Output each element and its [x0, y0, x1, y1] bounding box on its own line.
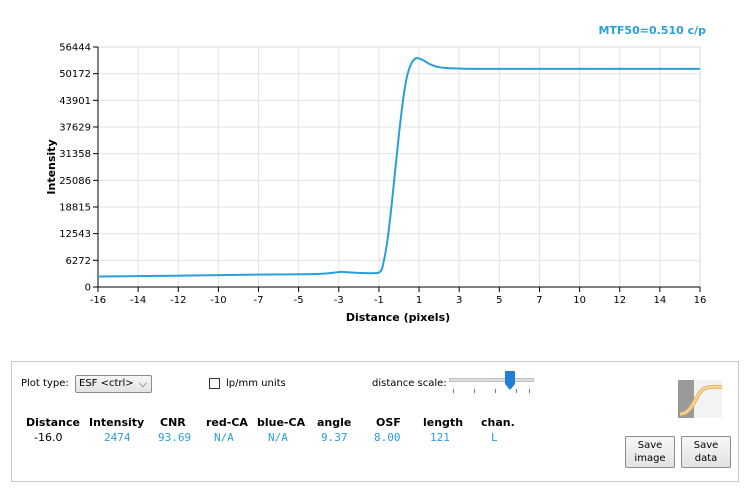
- value-osf: 8.00: [374, 431, 401, 444]
- value-blue-ca: N/A: [268, 431, 288, 444]
- y-tick-label: 6272: [66, 256, 91, 267]
- chart-grid: [97, 46, 701, 288]
- plot-type-select[interactable]: ESF <ctrl> ⌵: [75, 375, 152, 393]
- slider-tick: [453, 389, 454, 393]
- x-tick-label: 16: [694, 295, 707, 306]
- x-tick-label: -10: [210, 295, 226, 306]
- chevron-down-icon: ⌵: [138, 377, 147, 390]
- x-tick-label: -12: [170, 295, 186, 306]
- y-tick-label: 50172: [59, 69, 91, 80]
- header-red-ca: red-CA: [206, 416, 248, 429]
- value-angle: 9.37: [321, 431, 348, 444]
- y-axis-ticks: 0 6272 12543 18815 25086 31358 37629 43901 50172…: [59, 43, 99, 294]
- value-red-ca: N/A: [214, 431, 234, 444]
- x-tick-label: -3: [334, 295, 344, 306]
- lpmm-units-label: lp/mm units: [226, 378, 286, 389]
- save-data-label: Save data: [693, 440, 719, 464]
- x-tick-label: 1: [416, 295, 422, 306]
- header-length: length: [423, 416, 464, 429]
- y-tick-label: 18815: [59, 203, 91, 214]
- header-intensity: Intensity: [89, 416, 145, 429]
- y-tick-label: 37629: [59, 123, 91, 134]
- mtf50-readout: MTF50=0.510 c/p: [598, 24, 706, 37]
- y-tick-label: 12543: [59, 229, 91, 240]
- y-tick-label: 43901: [59, 96, 91, 107]
- esf-thumbnail-icon: [678, 380, 723, 418]
- control-panel: Plot type: ESF <ctrl> ⌵ lp/mm units dist…: [11, 361, 739, 482]
- x-tick-label: -1: [374, 295, 384, 306]
- plot-type-label: Plot type:: [21, 378, 69, 389]
- y-axis-label: Intensity: [45, 139, 58, 194]
- x-tick-label: 5: [496, 295, 502, 306]
- y-tick-label: 0: [85, 283, 91, 294]
- x-tick-label: 12: [613, 295, 626, 306]
- x-tick-label: -16: [90, 295, 106, 306]
- x-tick-label: 3: [456, 295, 462, 306]
- value-chan: L: [491, 431, 498, 444]
- save-data-button[interactable]: Save data: [681, 436, 731, 468]
- distance-scale-slider[interactable]: [449, 378, 534, 382]
- x-tick-label: 10: [573, 295, 586, 306]
- slider-tick: [474, 389, 475, 393]
- distance-scale-label: distance scale:: [372, 378, 447, 389]
- plot-type-value: ESF <ctrl>: [79, 378, 134, 389]
- x-tick-label: -5: [294, 295, 304, 306]
- esf-chart: 0 6272 12543 18815 25086 31358 37629 43901 50172…: [45, 43, 707, 325]
- x-tick-label: 14: [653, 295, 666, 306]
- header-chan: chan.: [481, 416, 515, 429]
- distance-scale-thumb[interactable]: [505, 371, 515, 390]
- value-intensity: 2474: [104, 431, 131, 444]
- save-image-button[interactable]: Save image: [625, 436, 675, 468]
- value-distance: -16.0: [34, 431, 63, 444]
- x-tick-label: 7: [536, 295, 542, 306]
- lpmm-units-checkbox[interactable]: [209, 378, 220, 389]
- header-blue-ca: blue-CA: [257, 416, 306, 429]
- y-tick-label: 25086: [59, 176, 91, 187]
- header-cnr: CNR: [160, 416, 186, 429]
- slider-tick: [529, 389, 530, 393]
- esf-series-line: [97, 57, 700, 278]
- slider-tick: [516, 389, 517, 393]
- y-tick-label: 31358: [59, 149, 91, 160]
- y-tick-label: 56444: [59, 43, 91, 54]
- value-length: 121: [430, 431, 450, 444]
- x-axis-label: Distance (pixels): [346, 311, 450, 324]
- plot-frame: [97, 46, 701, 288]
- header-distance: Distance: [26, 416, 80, 429]
- x-tick-label: -7: [254, 295, 264, 306]
- header-osf: OSF: [376, 416, 401, 429]
- slider-tick: [495, 389, 496, 393]
- value-cnr: 93.69: [158, 431, 192, 444]
- header-angle: angle: [317, 416, 352, 429]
- x-axis-ticks: -16 -14 -12 -10 -7 -5 -3 -1 1 3 5 7 10 12 14 16: [90, 286, 707, 306]
- save-image-label: Save image: [634, 440, 666, 464]
- x-tick-label: -14: [130, 295, 146, 306]
